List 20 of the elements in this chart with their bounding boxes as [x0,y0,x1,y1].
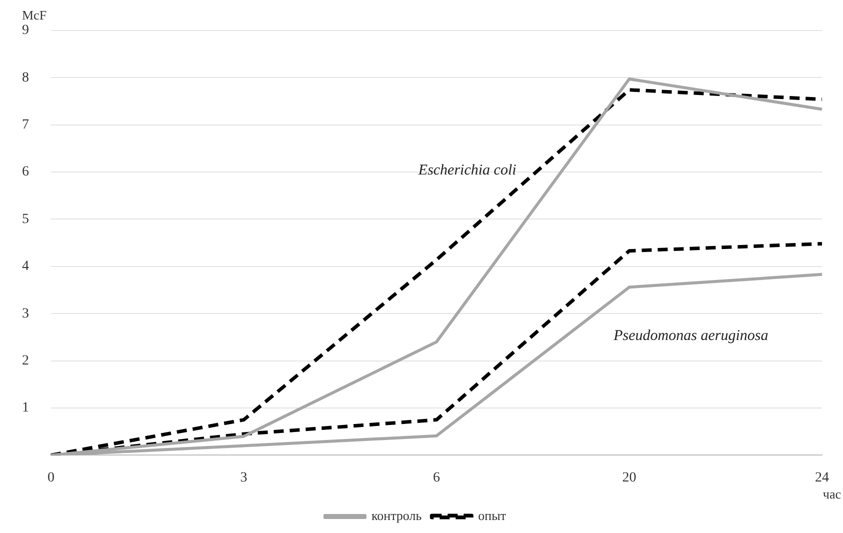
y-tick-label: 5 [22,212,29,227]
y-tick-label: 6 [22,164,29,180]
y-tick-label: 1 [22,400,29,416]
legend-label: опыт [478,508,506,523]
legend-label: контроль [371,508,422,523]
x-tick-label: 0 [48,470,54,486]
x-tick-label: 20 [622,470,636,486]
annotation: Pseudomonas aeruginosa [612,328,768,344]
x-tick-label: 6 [433,470,440,486]
y-tick-label: 4 [22,259,29,274]
x-tick-label: 3 [240,470,248,486]
y-tick-label: 3 [22,306,29,322]
y-axis-title: McF [22,7,47,22]
x-tick-label: 24 [815,470,829,486]
x-axis-title: час [822,486,842,502]
annotation: Escherichia coli [417,162,516,179]
y-tick-label: 9 [22,23,29,38]
y-tick-label: 8 [22,70,29,86]
y-tick-label: 2 [22,353,29,368]
y-tick-label: 7 [22,117,29,132]
